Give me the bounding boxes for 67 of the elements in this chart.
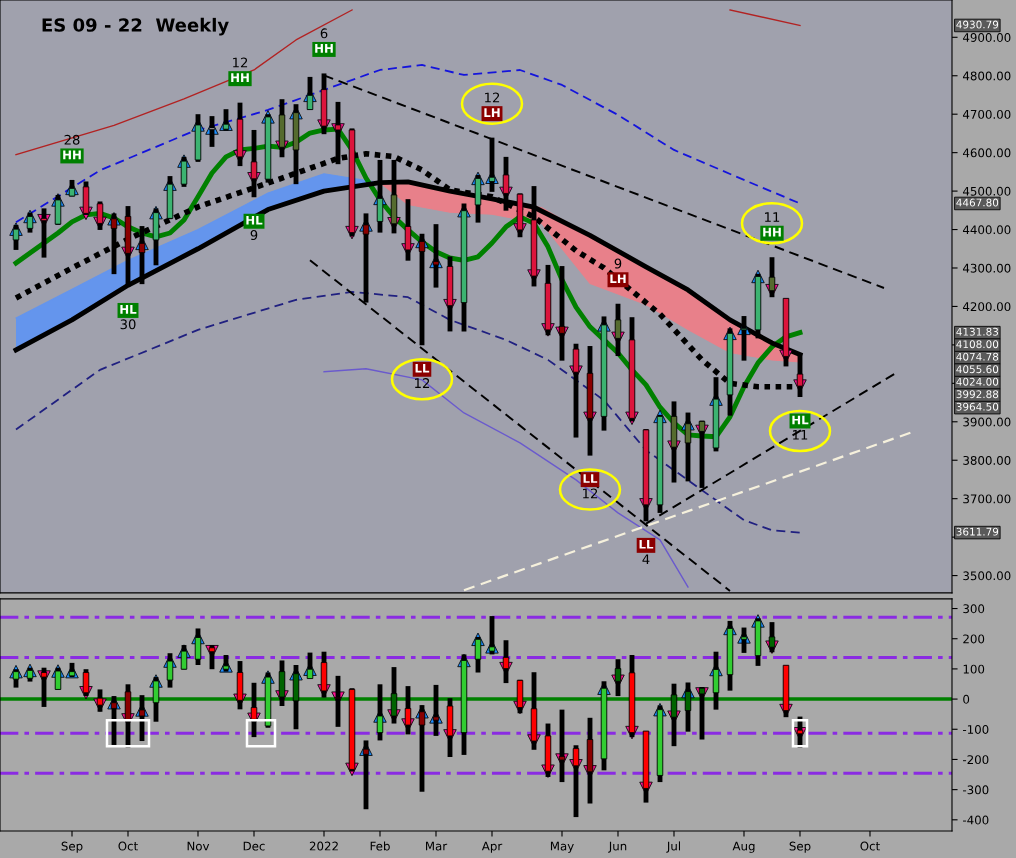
text: 4108.00 bbox=[956, 340, 999, 349]
y-tick-label: 300 bbox=[963, 604, 985, 614]
text: 4930.79 bbox=[956, 20, 999, 29]
annotation: 12 bbox=[415, 378, 430, 388]
y-tick-label: 4900.00 bbox=[962, 33, 1011, 42]
annotation: 9 bbox=[614, 258, 622, 269]
y-tick-label: 200 bbox=[963, 634, 985, 644]
annotation: LL bbox=[415, 363, 430, 373]
y-tick-label: -300 bbox=[962, 785, 989, 795]
y-tick-label: 4300.00 bbox=[962, 263, 1011, 273]
y-tick-label: -200 bbox=[962, 755, 989, 765]
annotation: 4 bbox=[642, 554, 650, 564]
annotation: HL bbox=[246, 215, 263, 225]
x-tick-label: Sep bbox=[789, 841, 811, 853]
annotation: 12 bbox=[485, 92, 500, 103]
x-tick-label: May bbox=[550, 841, 574, 853]
text: 4074.78 bbox=[956, 352, 999, 361]
text: 3611.79 bbox=[956, 527, 999, 536]
x-tick-label: Jul bbox=[666, 841, 681, 853]
annotation: 11 bbox=[765, 212, 780, 222]
x-tick-label: Feb bbox=[370, 841, 390, 851]
x-tick-label: Oct bbox=[860, 841, 880, 851]
annotation: 6 bbox=[320, 28, 328, 39]
text: ES 09 - 22 Weekly bbox=[42, 17, 229, 36]
annotation: 12 bbox=[583, 488, 598, 499]
annotation: HH bbox=[763, 227, 781, 237]
x-tick-label: Sep bbox=[61, 841, 83, 853]
x-tick-label: Oct bbox=[118, 841, 138, 851]
y-tick-label: -400 bbox=[962, 815, 989, 825]
annotation: HL bbox=[792, 415, 809, 425]
text: 4131.83 bbox=[956, 327, 999, 336]
text: 3964.50 bbox=[956, 402, 999, 411]
text: 4024.00 bbox=[956, 377, 999, 386]
y-tick-label: -100 bbox=[962, 724, 989, 734]
y-tick-label: 0 bbox=[963, 694, 970, 704]
annotation: 9 bbox=[250, 230, 258, 241]
y-tick-label: 4700.00 bbox=[962, 109, 1011, 119]
annotation: LL bbox=[639, 540, 654, 549]
annotation: LH bbox=[484, 108, 500, 117]
x-tick-label: Nov bbox=[187, 841, 210, 851]
y-tick-label: 4500.00 bbox=[962, 186, 1011, 196]
annotation: HH bbox=[315, 44, 333, 53]
x-tick-label: Apr bbox=[481, 841, 503, 853]
y-tick-label: 4800.00 bbox=[962, 71, 1011, 81]
annotation: LH bbox=[610, 274, 626, 283]
x-tick-label: 2022 bbox=[309, 841, 338, 851]
text: 3992.88 bbox=[956, 390, 999, 399]
x-tick-label: Mar bbox=[426, 841, 448, 851]
text: 4055.60 bbox=[956, 365, 999, 374]
annotation: LL bbox=[583, 474, 598, 483]
annotation: HH bbox=[231, 73, 249, 82]
annotation: HL bbox=[120, 305, 137, 314]
text: 4467.80 bbox=[956, 198, 999, 207]
y-tick-label: 4200.00 bbox=[962, 302, 1011, 312]
annotation: 30 bbox=[120, 319, 136, 330]
x-tick-label: Dec bbox=[243, 841, 265, 851]
x-tick-label: Jun bbox=[608, 841, 627, 853]
y-tick-label: 3800.00 bbox=[963, 455, 1011, 465]
x-tick-label: Aug bbox=[732, 841, 755, 853]
y-tick-label: 3900.00 bbox=[963, 417, 1011, 427]
y-tick-label: 4400.00 bbox=[962, 225, 1011, 235]
y-tick-label: 3500.00 bbox=[963, 571, 1011, 581]
y-tick-label: 3700.00 bbox=[963, 494, 1011, 504]
annotation: 12 bbox=[233, 57, 248, 68]
y-tick-label: 100 bbox=[963, 664, 985, 674]
annotation: HH bbox=[63, 150, 81, 160]
y-tick-label: 4600.00 bbox=[962, 148, 1011, 158]
